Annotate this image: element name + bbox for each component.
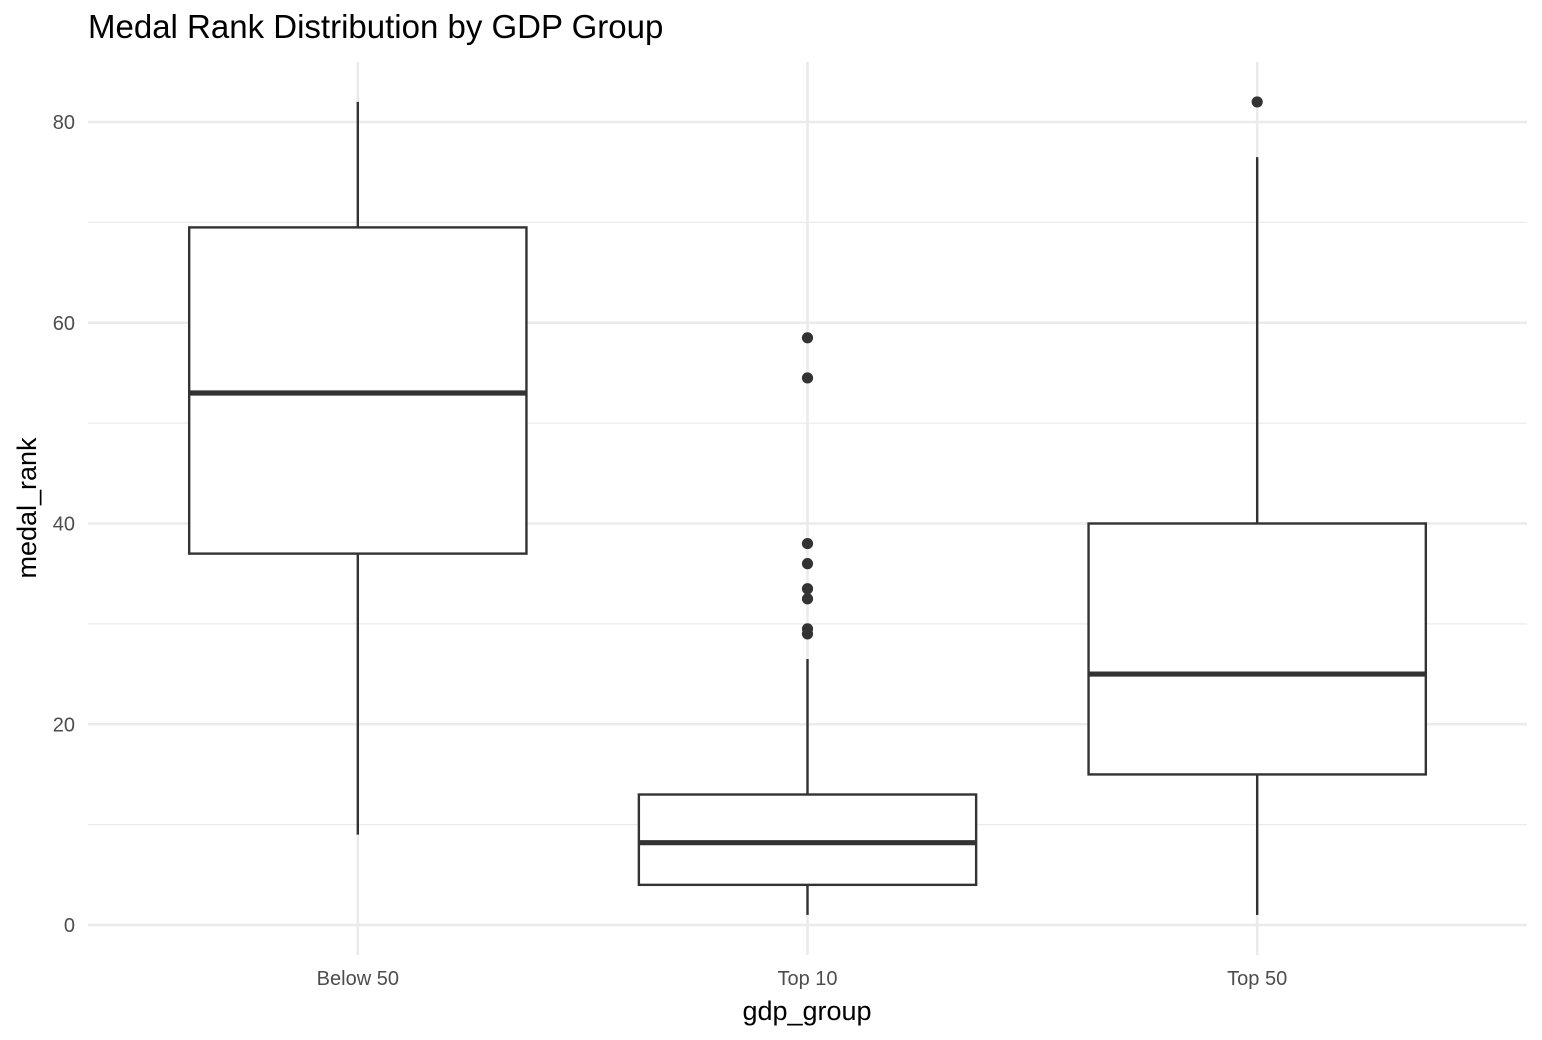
y-tick-label: 20 bbox=[53, 714, 75, 736]
box-group bbox=[637, 332, 978, 915]
box bbox=[1087, 522, 1428, 776]
x-axis-ticks: Below 50 Top 10 Top 50 bbox=[317, 968, 1288, 990]
boxes bbox=[187, 96, 1428, 915]
y-tick-label: 60 bbox=[53, 313, 75, 335]
y-axis-ticks: 0 20 40 60 80 bbox=[53, 112, 75, 937]
outlier-point bbox=[801, 583, 814, 595]
y-tick-label: 40 bbox=[53, 514, 75, 536]
outlier-point bbox=[801, 332, 814, 344]
chart-title: Medal Rank Distribution by GDP Group bbox=[88, 8, 664, 45]
x-tick-label: Top 50 bbox=[1227, 968, 1287, 990]
outlier-point bbox=[1251, 96, 1263, 108]
box-group bbox=[1087, 96, 1428, 915]
outlier-point bbox=[801, 537, 814, 550]
outlier-point bbox=[801, 372, 814, 384]
box-group bbox=[187, 101, 528, 835]
outlier-point bbox=[801, 623, 814, 635]
x-axis-title: gdp_group bbox=[742, 996, 871, 1026]
outlier-point bbox=[801, 593, 814, 605]
box bbox=[637, 793, 978, 887]
y-axis-title: medal_rank bbox=[12, 437, 42, 579]
outlier-point bbox=[801, 558, 814, 570]
x-tick-label: Below 50 bbox=[317, 968, 399, 990]
x-tick-label: Top 10 bbox=[777, 968, 837, 990]
y-tick-label: 0 bbox=[64, 915, 75, 937]
y-tick-label: 80 bbox=[53, 112, 75, 134]
